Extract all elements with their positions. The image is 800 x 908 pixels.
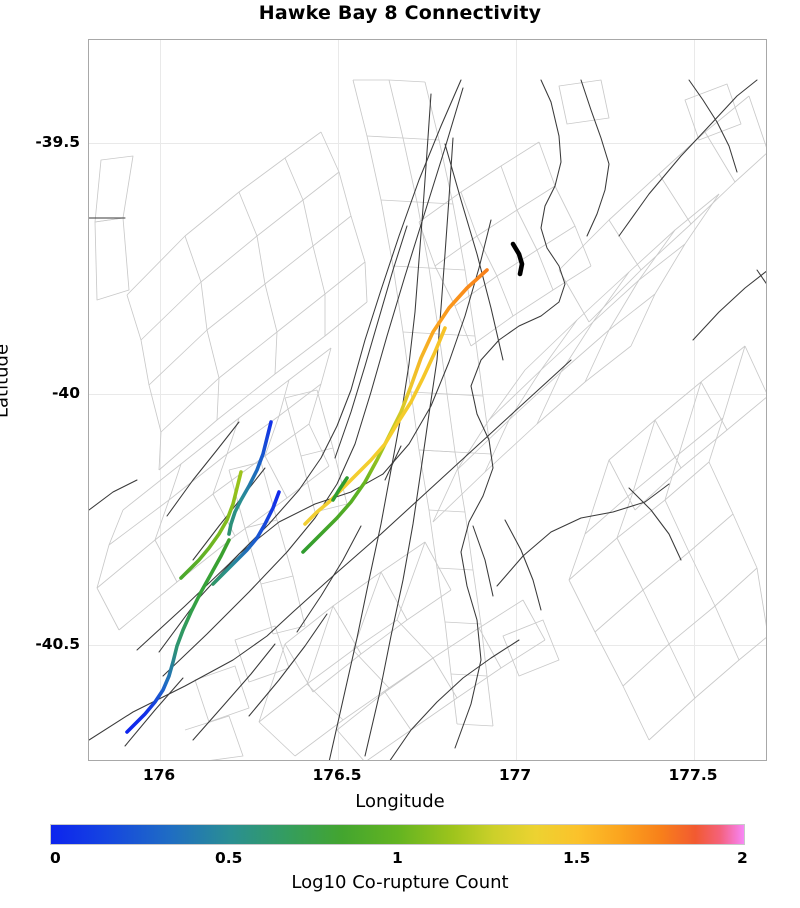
gridline-x-176p5 (338, 40, 339, 760)
xtick-label-177: 177 (498, 766, 532, 784)
colorbar (50, 824, 745, 845)
connected-segment-sw (125, 538, 231, 734)
colorbar-tick-0p5: 0.5 (215, 849, 243, 867)
xtick-label-176: 176 (142, 766, 176, 784)
colorbar-tick-0: 0 (50, 849, 61, 867)
fault-map-svg (89, 79, 766, 760)
gridline-y-40p5 (89, 645, 766, 646)
connected-segment-central-yellow (303, 326, 447, 526)
colorbar-gradient (51, 825, 744, 844)
rupture-surface-outlines (94, 79, 766, 760)
gridline-x-177p5 (694, 40, 695, 760)
connected-segment-stub-green (331, 476, 349, 502)
source-fault-hawke-bay-8 (510, 241, 525, 277)
ytick-label-39p5: -39.5 (35, 133, 80, 151)
ytick-label-40p5: -40.5 (35, 635, 80, 653)
xtick-label-176p5: 176.5 (312, 766, 362, 784)
y-axis-label: Latitude (0, 343, 13, 419)
gridline-x-177 (516, 40, 517, 760)
connected-segment-west-lower (211, 490, 281, 586)
connected-segment-ne (301, 268, 489, 554)
ytick-label-40: -40 (51, 384, 80, 402)
colorbar-title: Log10 Co-rupture Count (291, 872, 509, 893)
x-axis-label: Longitude (355, 791, 445, 812)
colorbar-tick-2: 2 (737, 849, 748, 867)
colorbar-tick-1p5: 1.5 (563, 849, 591, 867)
gridline-x-176 (160, 40, 161, 760)
gridline-y-40 (89, 394, 766, 395)
fault-traces (89, 79, 766, 760)
chart-title: Hawke Bay 8 Connectivity (258, 2, 542, 24)
xtick-label-177p5: 177.5 (668, 766, 718, 784)
connected-segment-west-upper (227, 420, 273, 536)
map-axes (88, 39, 767, 761)
colorbar-tick-1: 1 (392, 849, 403, 867)
connected-segment-west-yellowgreen (179, 470, 243, 580)
connected-fault-traces (125, 268, 489, 734)
